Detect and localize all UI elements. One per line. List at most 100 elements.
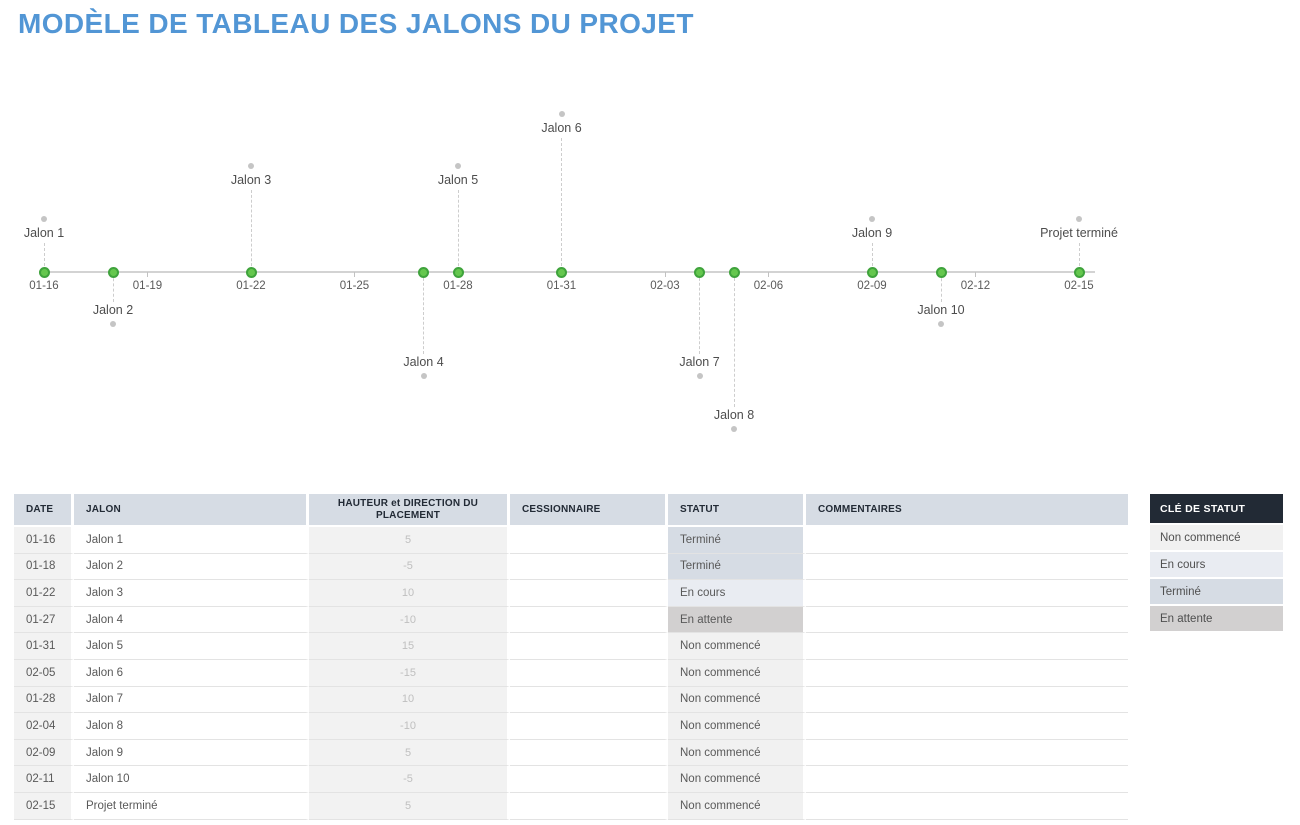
milestone-stem	[43, 242, 45, 271]
cell-statut[interactable]: Terminé	[668, 527, 806, 554]
cell-hauteur[interactable]: 5	[309, 739, 510, 767]
cell-statut[interactable]: Non commencé	[668, 659, 806, 687]
cell-statut[interactable]: Non commencé	[668, 792, 806, 820]
cell-jalon[interactable]: Jalon 4	[74, 606, 309, 634]
table-row: 02-15 Projet terminé 5 Non commencé	[14, 792, 1128, 820]
cell-date[interactable]: 02-11	[14, 766, 74, 793]
cell-cessionnaire[interactable]	[510, 527, 668, 554]
column-header-date: DATE	[14, 494, 74, 527]
cell-hauteur[interactable]: -15	[309, 659, 510, 687]
cell-commentaires[interactable]	[806, 659, 1128, 687]
cell-hauteur[interactable]: 15	[309, 633, 510, 660]
cell-cessionnaire[interactable]	[510, 553, 668, 581]
cell-cessionnaire[interactable]	[510, 686, 668, 714]
milestone-stem	[940, 273, 942, 302]
cell-cessionnaire[interactable]	[510, 792, 668, 820]
axis-tick	[664, 272, 666, 277]
milestone-endpoint-dot	[41, 215, 47, 222]
cell-statut[interactable]: Terminé	[668, 553, 806, 581]
milestone-marker	[694, 266, 705, 278]
cell-jalon[interactable]: Jalon 9	[74, 739, 309, 767]
cell-commentaires[interactable]	[806, 686, 1128, 714]
milestone-stem	[561, 137, 562, 271]
cell-date[interactable]: 01-27	[14, 606, 74, 634]
cell-commentaires[interactable]	[806, 606, 1128, 634]
cell-cessionnaire[interactable]	[510, 659, 668, 687]
axis-tick-label: 02-09	[857, 280, 887, 292]
cell-cessionnaire[interactable]	[510, 766, 668, 793]
cell-date[interactable]: 02-05	[14, 659, 74, 687]
cell-commentaires[interactable]	[806, 580, 1128, 607]
cell-commentaires[interactable]	[806, 766, 1128, 793]
cell-date[interactable]: 02-04	[14, 713, 74, 740]
axis-tick-label: 01-28	[443, 280, 473, 292]
cell-jalon[interactable]: Jalon 5	[74, 633, 309, 660]
timeline-axis	[39, 271, 1095, 273]
cell-date[interactable]: 02-09	[14, 739, 74, 767]
milestone-label: Jalon 7	[679, 355, 720, 369]
milestone-label: Jalon 2	[92, 302, 134, 317]
cell-jalon[interactable]: Jalon 8	[74, 713, 309, 740]
cell-hauteur[interactable]: 5	[309, 792, 510, 820]
table-row: 02-09 Jalon 9 5 Non commencé	[14, 739, 1128, 767]
cell-date[interactable]: 01-18	[14, 553, 74, 581]
status-key-header: CLÉ DE STATUT	[1150, 494, 1283, 525]
cell-date[interactable]: 01-28	[14, 686, 74, 714]
axis-tick-label: 01-31	[546, 280, 577, 292]
cell-jalon[interactable]: Jalon 1	[74, 527, 309, 554]
cell-jalon[interactable]: Projet terminé	[74, 792, 309, 820]
cell-commentaires[interactable]	[806, 633, 1128, 660]
milestone-label: Jalon 8	[713, 407, 755, 422]
milestone-stem	[250, 190, 252, 271]
milestone-marker	[935, 266, 947, 278]
cell-jalon[interactable]: Jalon 10	[74, 766, 309, 793]
cell-jalon[interactable]: Jalon 3	[74, 580, 309, 607]
cell-hauteur[interactable]: 5	[309, 527, 510, 554]
column-header-statut: STATUT	[668, 494, 806, 527]
milestone-stem	[457, 190, 459, 271]
milestone-stem	[423, 273, 424, 354]
cell-date[interactable]: 02-15	[14, 792, 74, 820]
axis-tick	[768, 272, 769, 277]
cell-jalon[interactable]: Jalon 2	[74, 553, 309, 581]
cell-hauteur[interactable]: -10	[309, 606, 510, 634]
cell-cessionnaire[interactable]	[510, 606, 668, 634]
cell-statut[interactable]: Non commencé	[668, 739, 806, 767]
cell-cessionnaire[interactable]	[510, 580, 668, 607]
cell-statut[interactable]: Non commencé	[668, 633, 806, 660]
cell-hauteur[interactable]: 10	[309, 580, 510, 607]
milestone-endpoint-dot	[248, 163, 254, 169]
cell-statut[interactable]: Non commencé	[668, 766, 806, 793]
milestone-label: Jalon 5	[437, 173, 479, 187]
cell-cessionnaire[interactable]	[510, 633, 668, 660]
cell-commentaires[interactable]	[806, 553, 1128, 581]
cell-cessionnaire[interactable]	[510, 739, 668, 767]
cell-hauteur[interactable]: -5	[309, 766, 510, 793]
axis-tick-label: 02-06	[753, 280, 784, 292]
cell-commentaires[interactable]	[806, 713, 1128, 740]
cell-date[interactable]: 01-22	[14, 580, 74, 607]
table-row: 02-11 Jalon 10 -5 Non commencé	[14, 766, 1128, 793]
column-header-jalon: JALON	[74, 494, 309, 527]
cell-statut[interactable]: Non commencé	[668, 686, 806, 714]
cell-hauteur[interactable]: 10	[309, 686, 510, 714]
cell-hauteur[interactable]: -5	[309, 553, 510, 581]
milestone-endpoint-dot	[696, 373, 703, 379]
cell-jalon[interactable]: Jalon 7	[74, 686, 309, 714]
milestone-stem	[699, 273, 700, 354]
cell-commentaires[interactable]	[806, 527, 1128, 554]
cell-statut[interactable]: En cours	[668, 580, 806, 607]
milestone-stem	[871, 242, 873, 271]
cell-cessionnaire[interactable]	[510, 713, 668, 740]
cell-jalon[interactable]: Jalon 6	[74, 659, 309, 687]
cell-date[interactable]: 01-16	[14, 527, 74, 554]
cell-commentaires[interactable]	[806, 739, 1128, 767]
cell-hauteur[interactable]: -10	[309, 713, 510, 740]
cell-statut[interactable]: En attente	[668, 606, 806, 634]
cell-statut[interactable]: Non commencé	[668, 713, 806, 740]
cell-commentaires[interactable]	[806, 792, 1128, 820]
milestone-label: Projet terminé	[1040, 225, 1118, 240]
status-key-item: Terminé	[1150, 579, 1283, 606]
cell-date[interactable]: 01-31	[14, 633, 74, 660]
axis-tick	[975, 272, 976, 277]
